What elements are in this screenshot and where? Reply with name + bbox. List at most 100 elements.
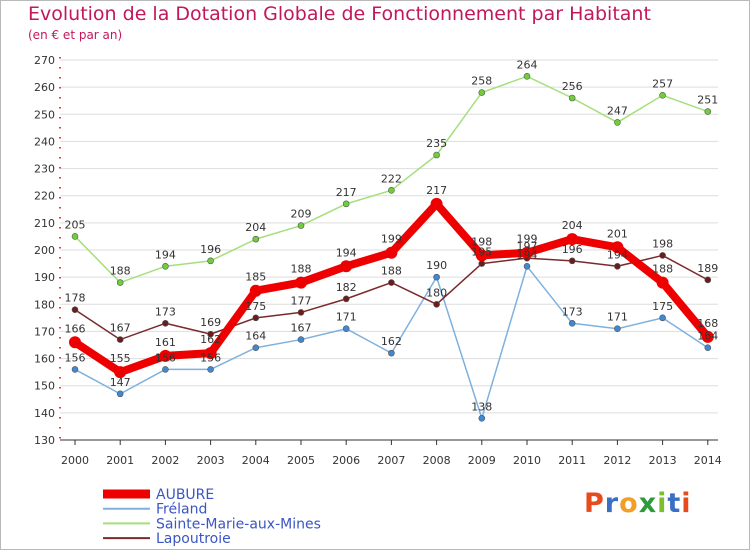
- data-point-fr-land: [116, 390, 124, 398]
- data-label-sainte-marie-aux-mines: 222: [381, 172, 402, 185]
- data-label-sainte-marie-aux-mines: 205: [65, 218, 86, 231]
- data-labels: 205 188 194 196 204 209 217 222 235 258 264 256 247 2…: [65, 58, 719, 413]
- x-tick-label: 2003: [197, 454, 225, 467]
- y-tick-label: 160: [34, 353, 55, 366]
- x-tick-label: 2007: [377, 454, 405, 467]
- data-point-lapoutroie: [388, 279, 395, 286]
- x-tick-label: 2005: [287, 454, 315, 467]
- data-point-sainte-marie-aux-mines: [207, 257, 214, 265]
- y-tick-label: 200: [34, 244, 55, 257]
- y-tick-label: 220: [34, 190, 55, 203]
- data-point-sainte-marie-aux-mines: [478, 89, 486, 96]
- data-label-aubure: 162: [200, 333, 221, 346]
- data-label-aubure: 217: [426, 184, 447, 197]
- y-tick-label: 190: [34, 271, 55, 284]
- y-tick-label: 270: [34, 54, 55, 67]
- data-label-fr-land: 190: [426, 259, 447, 272]
- data-label-sainte-marie-aux-mines: 209: [291, 208, 312, 221]
- data-label-fr-land: 167: [291, 322, 312, 335]
- y-tick-label: 230: [34, 163, 55, 176]
- data-point-lapoutroie: [207, 330, 214, 338]
- data-label-sainte-marie-aux-mines: 194: [155, 248, 176, 261]
- legend-label-lapoutroie: Lapoutroie: [156, 531, 231, 547]
- logo-letter: i: [681, 488, 692, 519]
- data-label-sainte-marie-aux-mines: 247: [607, 104, 628, 117]
- y-tick-label: 150: [34, 380, 55, 393]
- logo-letter: r: [604, 488, 620, 519]
- data-point-lapoutroie: [342, 295, 350, 303]
- data-point-aubure: [159, 349, 172, 362]
- y-tick-label: 140: [34, 407, 55, 420]
- data-label-lapoutroie: 180: [426, 286, 447, 299]
- data-label-lapoutroie: 177: [291, 294, 312, 307]
- data-point-sainte-marie-aux-mines: [704, 108, 712, 115]
- data-label-sainte-marie-aux-mines: 204: [245, 221, 266, 234]
- data-label-sainte-marie-aux-mines: 235: [426, 137, 447, 150]
- data-label-fr-land: 162: [381, 335, 402, 348]
- data-point-aubure: [430, 197, 443, 210]
- data-point-aubure: [204, 347, 217, 360]
- data-label-lapoutroie: 198: [652, 237, 673, 250]
- data-label-sainte-marie-aux-mines: 264: [517, 58, 538, 71]
- data-label-fr-land: 164: [245, 330, 266, 343]
- data-label-lapoutroie: 175: [245, 300, 266, 313]
- logo-letter: i: [657, 488, 668, 519]
- legend-label-sainte-marie-aux-mines: Sainte-Marie-aux-Mines: [156, 516, 321, 532]
- y-tick-label: 180: [34, 298, 55, 311]
- data-point-fr-land: [614, 325, 621, 333]
- data-point-lapoutroie: [116, 336, 124, 343]
- data-point-sainte-marie-aux-mines: [116, 279, 124, 286]
- data-label-lapoutroie: 195: [471, 246, 492, 259]
- data-label-sainte-marie-aux-mines: 217: [336, 186, 357, 199]
- data-label-aubure: 199: [381, 233, 402, 246]
- data-point-sainte-marie-aux-mines: [568, 94, 576, 102]
- data-point-fr-land: [433, 273, 440, 281]
- data-label-sainte-marie-aux-mines: 196: [200, 243, 221, 256]
- data-label-lapoutroie: 169: [200, 316, 221, 329]
- data-point-sainte-marie-aux-mines: [342, 200, 350, 208]
- x-tick-label: 2004: [242, 454, 270, 467]
- data-label-lapoutroie: 189: [697, 262, 718, 275]
- data-label-fr-land: 164: [697, 330, 718, 343]
- data-label-fr-land: 138: [471, 400, 492, 413]
- data-label-fr-land: 171: [336, 311, 357, 324]
- data-label-aubure: 166: [65, 322, 86, 335]
- data-point-fr-land: [659, 314, 666, 322]
- data-label-aubure: 188: [652, 263, 673, 276]
- x-tick-label: 2008: [423, 454, 451, 467]
- data-point-aubure: [340, 260, 353, 273]
- data-label-lapoutroie: 194: [607, 248, 628, 261]
- data-point-fr-land: [207, 366, 214, 373]
- y-tick-label: 240: [34, 135, 55, 148]
- data-point-aubure: [385, 246, 398, 259]
- data-label-fr-land: 147: [110, 376, 131, 389]
- data-point-sainte-marie-aux-mines: [388, 186, 395, 194]
- data-point-sainte-marie-aux-mines: [659, 91, 666, 99]
- logo-letter: P: [584, 488, 605, 519]
- y-tick-label: 210: [34, 217, 55, 230]
- data-label-aubure: 194: [336, 246, 357, 259]
- data-label-sainte-marie-aux-mines: 251: [697, 94, 718, 107]
- data-point-lapoutroie: [252, 314, 260, 322]
- data-label-fr-land: 173: [562, 305, 583, 318]
- data-label-lapoutroie: 173: [155, 305, 176, 318]
- data-point-fr-land: [523, 262, 531, 270]
- data-point-lapoutroie: [614, 262, 621, 270]
- data-point-fr-land: [388, 349, 395, 357]
- x-tick-label: 2006: [332, 454, 360, 467]
- proxiti-logo: Proxiti: [584, 488, 692, 519]
- x-tick-label: 2014: [694, 454, 722, 467]
- data-point-sainte-marie-aux-mines: [614, 119, 621, 126]
- data-point-fr-land: [162, 366, 169, 373]
- data-label-lapoutroie: 196: [562, 243, 583, 256]
- data-point-aubure: [475, 249, 488, 262]
- logo-letter: t: [667, 488, 682, 519]
- data-point-aubure: [566, 233, 579, 246]
- data-label-lapoutroie: 182: [336, 281, 357, 294]
- y-tick-label: 260: [34, 81, 55, 94]
- data-label-lapoutroie: 167: [110, 322, 131, 335]
- y-tick-label: 130: [34, 434, 55, 447]
- x-tick-label: 2000: [61, 454, 89, 467]
- legend-label-fr-land: Fréland: [156, 502, 207, 518]
